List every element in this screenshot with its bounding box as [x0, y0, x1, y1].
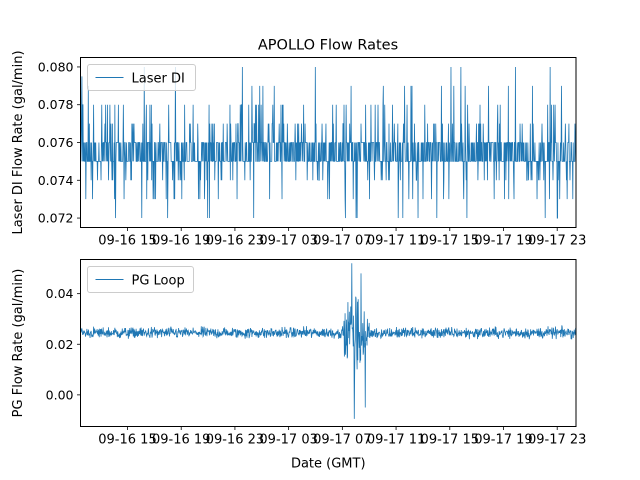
pg-loop-x-tick-label: 09-17 07 [313, 433, 371, 448]
pg-loop-x-tick-label: 09-16 23 [206, 433, 264, 448]
laser-di-x-tick-label: 09-16 15 [98, 234, 156, 249]
laser-di-x-tick-label: 09-16 19 [152, 234, 210, 249]
laser-di-y-tick-label: 0.076 [38, 135, 74, 150]
laser-di-x-tick-label: 09-17 11 [367, 234, 425, 249]
laser-di-y-tick-label: 0.078 [38, 97, 74, 112]
pg-loop-x-tick-label: 09-17 23 [528, 433, 586, 448]
pg-loop-x-tick-label: 09-17 03 [259, 433, 317, 448]
laser-di-y-tick-label: 0.080 [38, 59, 74, 74]
pg-loop-axes-frame [80, 259, 577, 427]
pg-loop-y-tick-label: 0.00 [46, 387, 74, 402]
pg-loop-y-tick-label: 0.02 [46, 337, 74, 352]
pg-loop-x-tick-label: 09-16 15 [98, 433, 156, 448]
pg-loop-y-tick-label: 0.04 [46, 286, 74, 301]
laser-di-legend-box [87, 64, 196, 91]
laser-di-y-axis-label: Laser DI Flow Rate (gal/min) [11, 50, 26, 234]
pg-loop-x-axis-label: Date (GMT) [291, 457, 366, 472]
laser-di-legend-label: Laser DI [132, 72, 185, 87]
figure-title: APOLLO Flow Rates [258, 38, 398, 54]
pg-loop-legend-box [87, 266, 194, 293]
pg-loop-y-axis-label: PG Flow Rate (gal/min) [11, 269, 26, 418]
pg-loop-x-tick-label: 09-17 11 [367, 433, 425, 448]
laser-di-x-tick-label: 09-17 07 [313, 234, 371, 249]
pg-loop-series-line [80, 263, 576, 419]
pg-loop-x-tick-label: 09-16 19 [152, 433, 210, 448]
laser-di-x-tick-label: 09-16 23 [206, 234, 264, 249]
laser-di-y-tick-label: 0.072 [38, 211, 74, 226]
laser-di-series-line [80, 66, 576, 219]
laser-di-x-tick-label: 09-17 15 [421, 234, 479, 249]
pg-loop-x-tick-label: 09-17 15 [421, 433, 479, 448]
laser-di-x-tick-label: 09-17 19 [474, 234, 532, 249]
laser-di-y-tick-label: 0.074 [38, 173, 74, 188]
laser-di-x-tick-label: 09-17 03 [259, 234, 317, 249]
pg-loop-legend-label: PG Loop [132, 274, 185, 289]
laser-di-x-tick-label: 09-17 23 [528, 234, 586, 249]
pg-loop-x-tick-label: 09-17 19 [474, 433, 532, 448]
